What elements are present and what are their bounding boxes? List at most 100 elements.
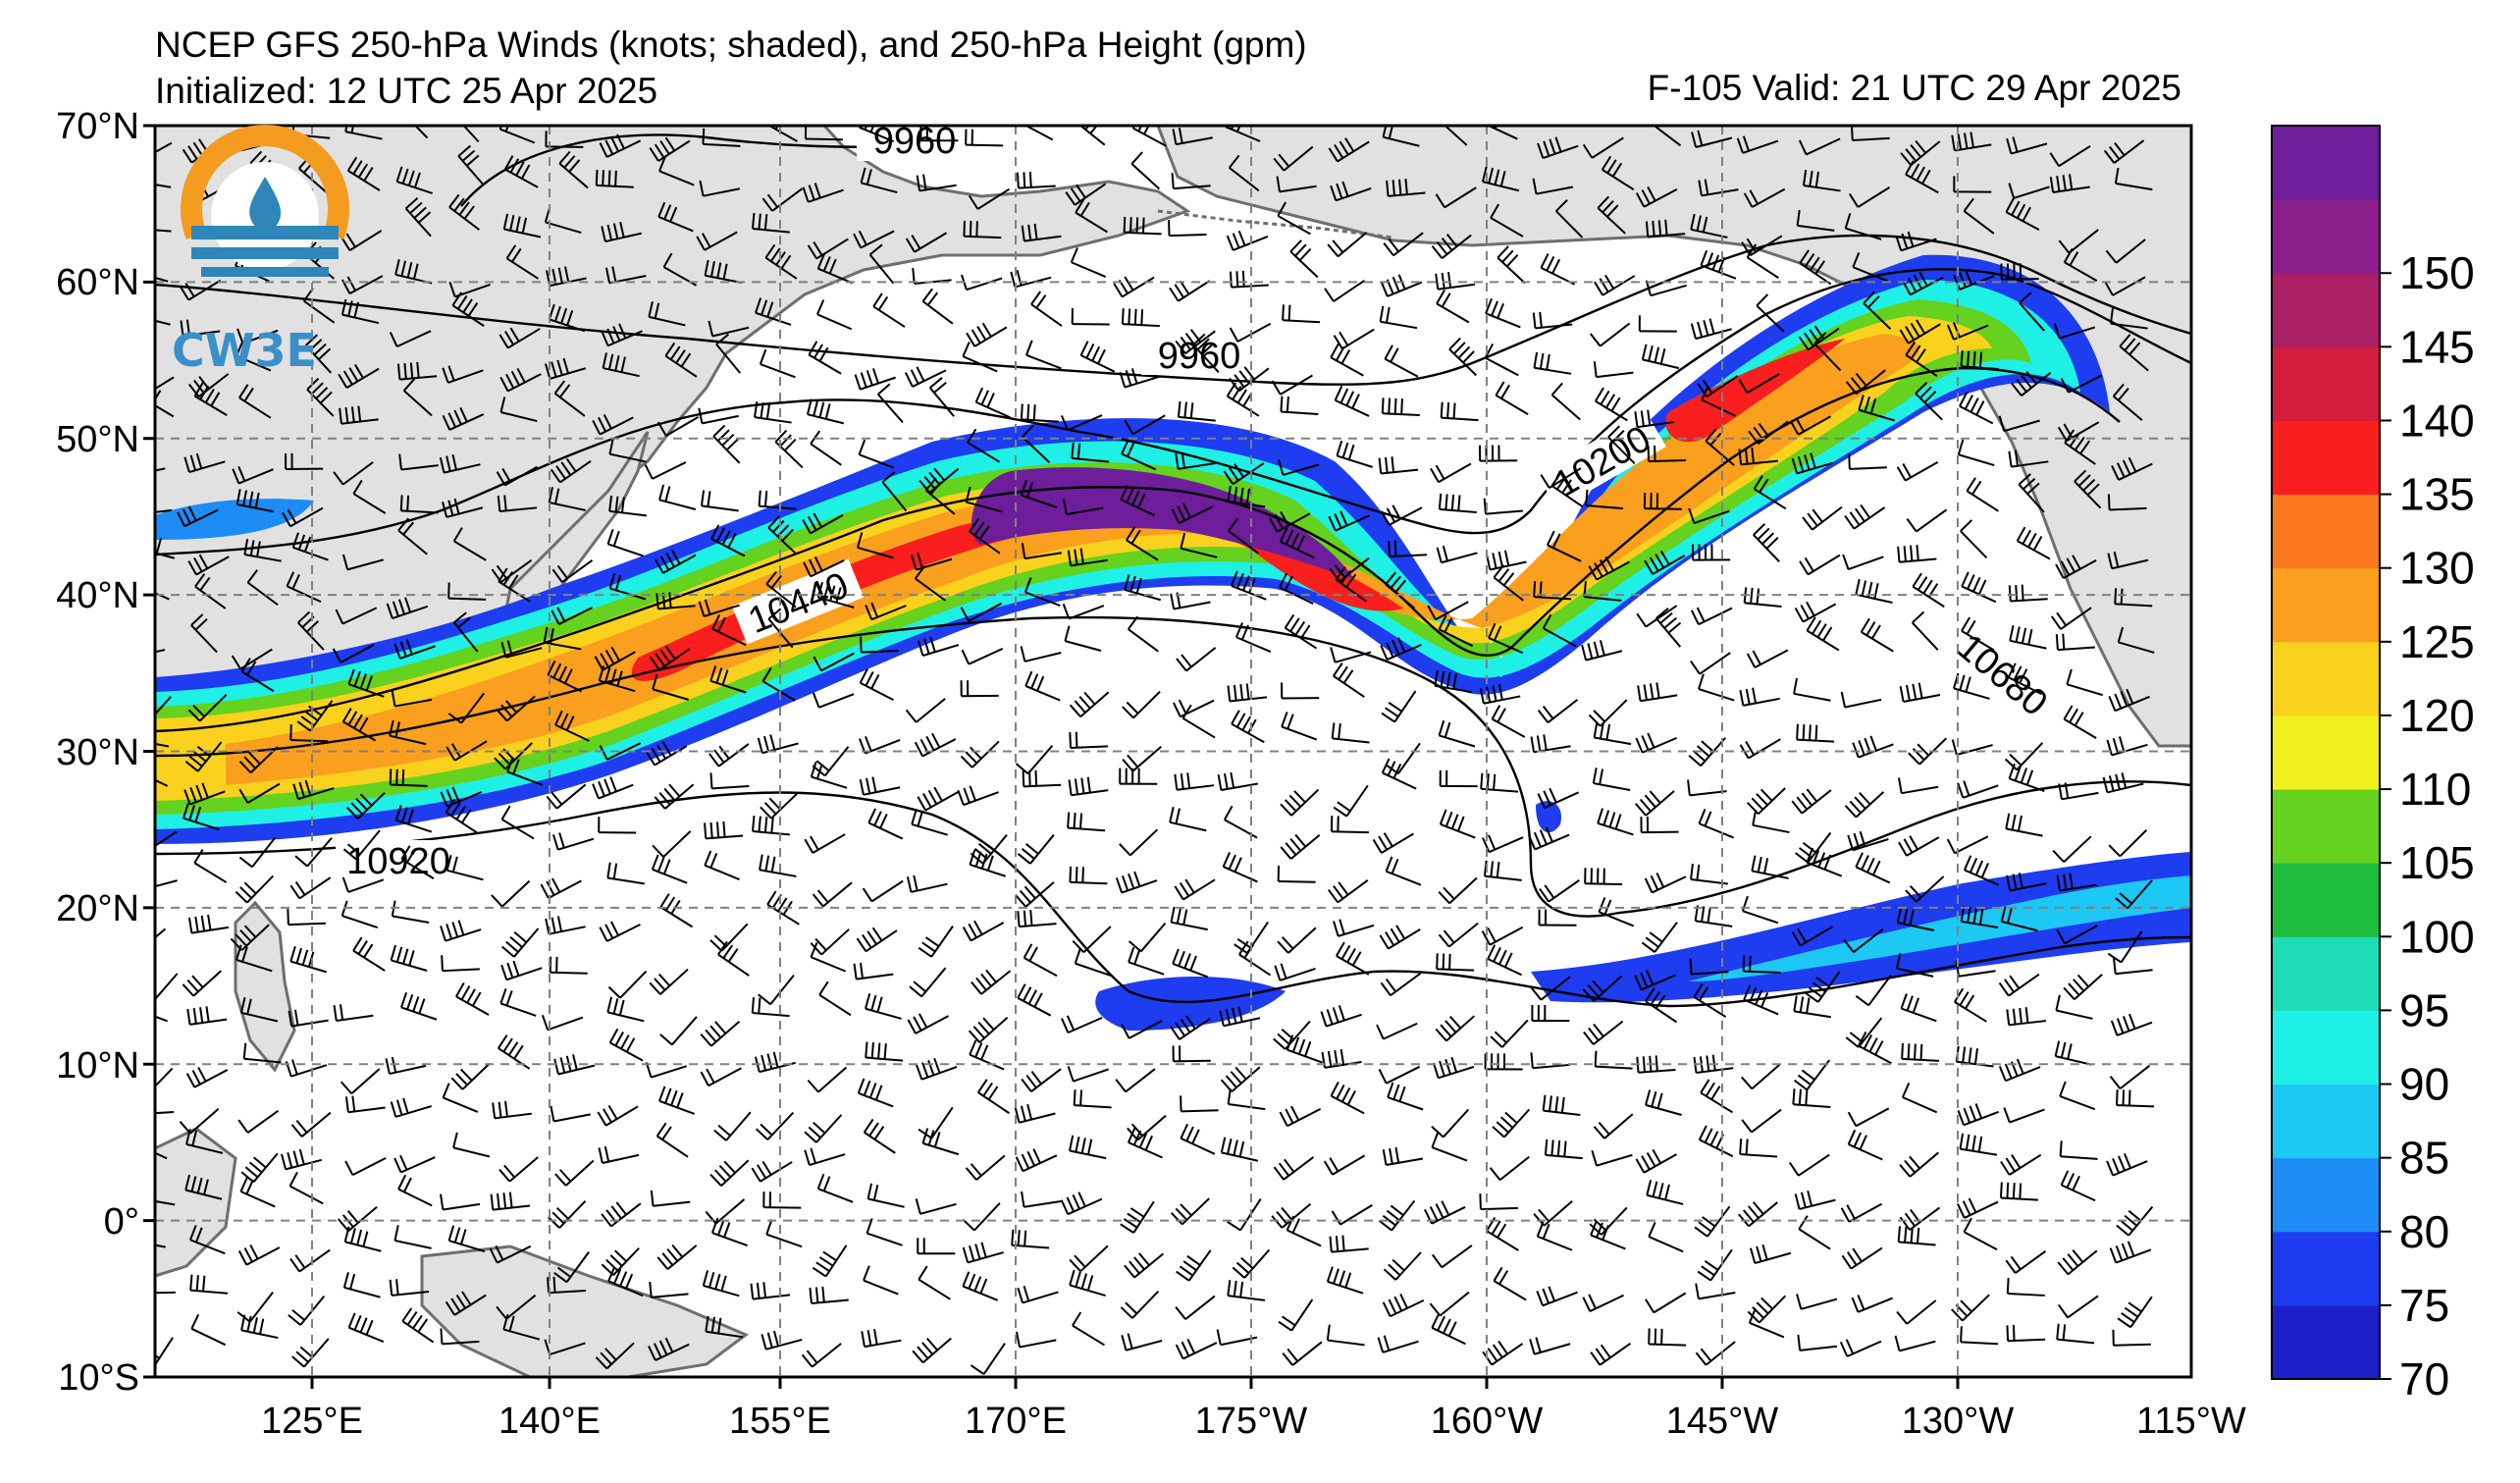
barb-feather — [1032, 1148, 1041, 1164]
barb-feather — [1080, 777, 1085, 794]
barb-staff — [1178, 415, 1216, 422]
barb-feather — [607, 353, 614, 370]
barb-feather — [1235, 271, 1239, 288]
barb-feather — [1334, 143, 1344, 159]
barb-feather — [1452, 673, 1457, 690]
barb-staff — [1480, 1206, 1518, 1211]
wind-barb — [1794, 601, 1837, 623]
barb-feather — [403, 362, 407, 380]
barb-feather — [2124, 338, 2136, 351]
wind-barb — [1546, 530, 1582, 562]
barb-feather — [715, 333, 730, 345]
barb-feather — [1592, 768, 1598, 784]
wind-barb — [598, 1145, 640, 1164]
wind-barb — [2117, 626, 2155, 654]
wind-barb — [1694, 1205, 1731, 1238]
barb-feather — [450, 1298, 461, 1312]
barb-feather — [2064, 429, 2075, 444]
barb-feather — [1655, 607, 1669, 619]
barb-feather — [442, 1083, 450, 1098]
barb-feather — [873, 1126, 885, 1140]
barb-feather — [497, 496, 501, 512]
barb-feather — [446, 924, 453, 940]
wind-barb — [2006, 873, 2047, 892]
barb-feather — [663, 204, 672, 220]
barb-staff — [930, 1106, 954, 1139]
barb-feather — [1690, 213, 1696, 231]
barb-feather — [412, 996, 420, 1012]
barb-feather — [455, 805, 467, 821]
wind-barb — [608, 1028, 644, 1062]
barb-feather — [2018, 873, 2023, 889]
barb-feather — [1383, 241, 1394, 256]
barb-staff — [1848, 556, 1884, 571]
wind-barb — [155, 830, 178, 848]
barb-feather — [721, 669, 729, 686]
barb-feather — [1593, 1126, 1605, 1139]
barb-staff — [1963, 210, 1995, 235]
barb-feather — [1554, 1096, 1559, 1113]
barb-feather — [1176, 658, 1187, 672]
barb-feather — [921, 1342, 934, 1355]
barb-staff — [1543, 1200, 1573, 1227]
barb-feather — [551, 568, 563, 583]
barb-staff — [390, 783, 428, 787]
wind-barb — [184, 452, 226, 473]
barb-staff — [1169, 233, 1207, 238]
barb-feather — [1120, 1306, 1133, 1319]
barb-feather — [1503, 550, 1510, 566]
barb-feather — [1074, 948, 1081, 964]
wind-barb — [651, 854, 688, 884]
wind-barb — [339, 405, 379, 425]
barb-feather — [659, 893, 670, 908]
barb-feather — [185, 1129, 191, 1145]
colorbar-label: 85 — [2399, 1133, 2449, 1184]
barb-staff — [2056, 1009, 2093, 1020]
wind-barb — [2058, 229, 2099, 254]
barb-feather — [1814, 260, 1826, 275]
colorbar-label: 100 — [2399, 911, 2475, 962]
barb-feather — [1701, 385, 1709, 400]
barb-feather — [1286, 396, 1289, 412]
barb-staff — [561, 558, 594, 583]
wind-barb — [332, 644, 375, 663]
barb-feather — [2069, 251, 2079, 266]
barb-staff — [1075, 962, 1111, 977]
barb-feather — [1120, 1223, 1134, 1234]
barb-staff — [1278, 879, 1316, 883]
barb-feather — [1277, 201, 1287, 217]
barb-feather — [1174, 284, 1184, 298]
barb-feather — [709, 665, 717, 682]
barb-feather — [2124, 1306, 2139, 1318]
wind-barb — [240, 1314, 279, 1340]
barb-feather — [1611, 429, 1625, 443]
wind-barb — [1227, 1280, 1266, 1301]
wind-barb — [2116, 1089, 2155, 1108]
barb-feather — [288, 1010, 293, 1027]
barb-feather — [1273, 157, 1286, 172]
barb-feather — [1294, 620, 1306, 636]
wind-barb — [341, 230, 383, 251]
barb-feather — [184, 789, 191, 805]
barb-feather — [1745, 1139, 1749, 1155]
barb-feather — [858, 230, 867, 246]
wind-barb — [918, 926, 954, 958]
barb-feather — [235, 890, 248, 904]
barb-staff — [1645, 1000, 1678, 1024]
wind-barb — [1227, 486, 1266, 508]
barb-staff — [1332, 737, 1370, 744]
wind-barb — [1021, 1068, 1062, 1092]
barb-staff — [400, 858, 435, 879]
lon-label: 155°E — [729, 1401, 831, 1442]
barb-feather — [347, 711, 358, 726]
wind-barb — [656, 1122, 689, 1158]
barb-feather — [298, 1148, 305, 1165]
barb-feather — [925, 1337, 938, 1351]
barb-staff — [720, 923, 749, 952]
barb-staff — [1431, 1326, 1466, 1346]
wind-barb — [1286, 1215, 1322, 1247]
wind-barb — [608, 438, 647, 463]
barb-staff — [1082, 926, 1112, 953]
barb-feather — [1807, 1191, 1813, 1207]
wind-barb — [904, 366, 947, 388]
